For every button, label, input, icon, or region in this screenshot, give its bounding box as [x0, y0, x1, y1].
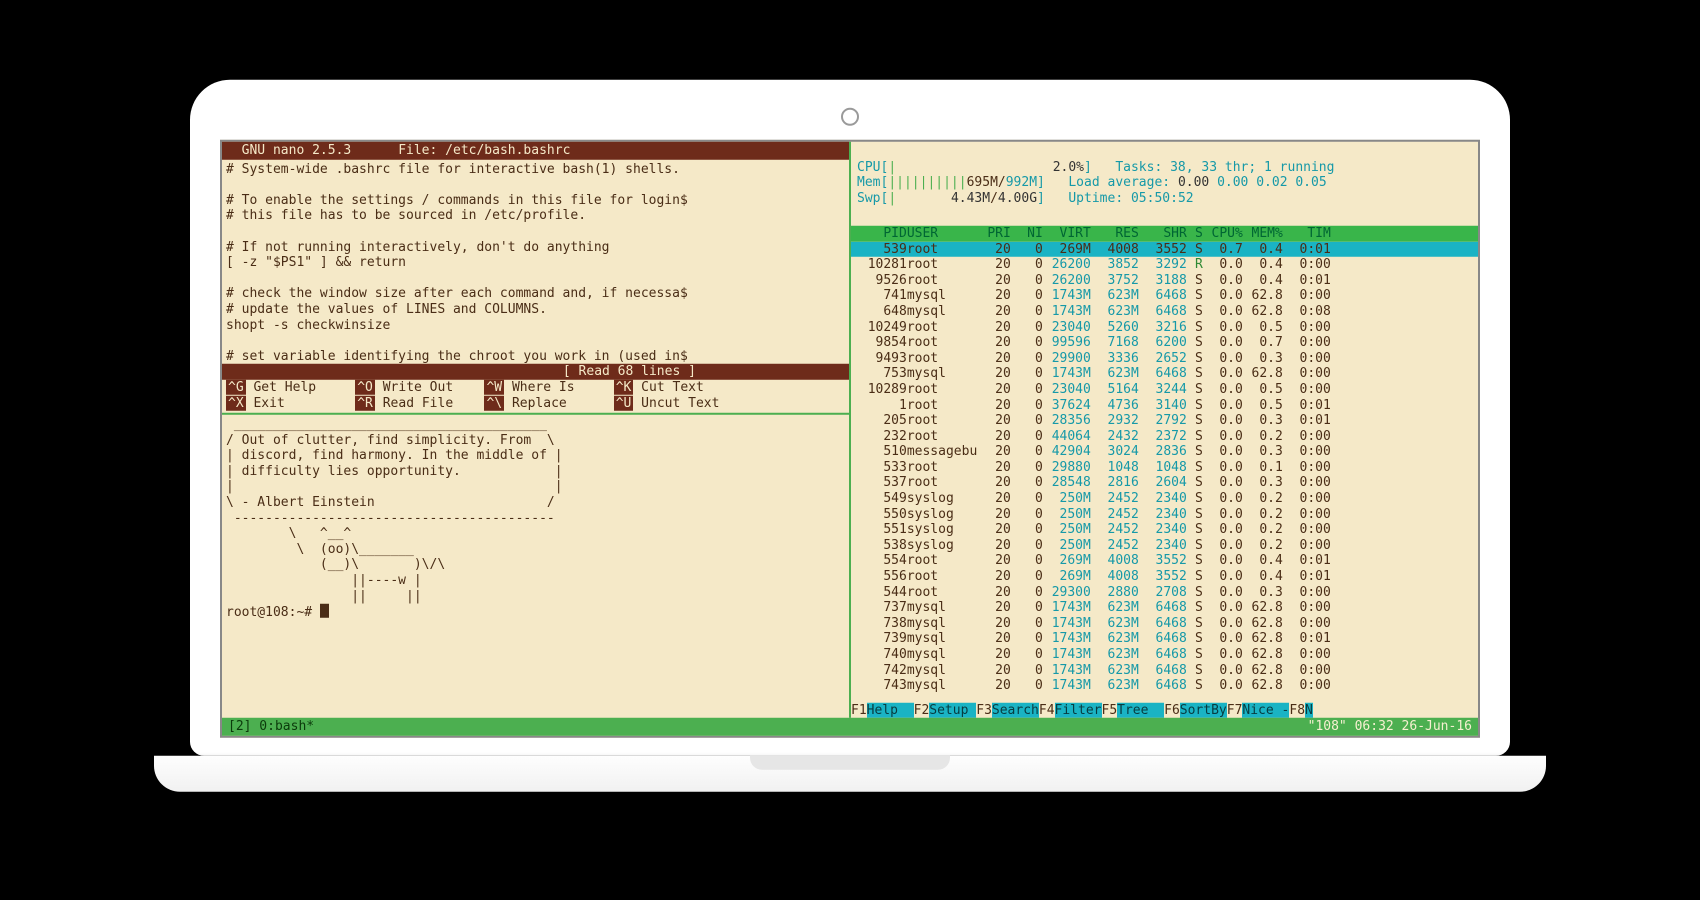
fkey-label[interactable]: Nice -: [1242, 703, 1289, 718]
process-row[interactable]: 10249root2002304052603216S0.00.50:00: [851, 319, 1478, 335]
cursor-icon: [320, 604, 329, 618]
process-row[interactable]: 232root2004406424322372S0.00.20:00: [851, 428, 1478, 444]
fkey-label[interactable]: SortBy: [1180, 703, 1227, 718]
process-row[interactable]: 753mysql2001743M623M6468S0.062.80:00: [851, 366, 1478, 382]
cowsay-output: ________________________________________…: [226, 417, 563, 604]
nano-shortcut[interactable]: ^R: [355, 395, 375, 410]
process-row[interactable]: 9493root2002990033362652S0.00.30:00: [851, 350, 1478, 366]
process-row[interactable]: 539root200269M40083552S0.70.40:01: [851, 241, 1478, 257]
htop-function-keys[interactable]: F1Help F2Setup F3SearchF4FilterF5Tree F6…: [851, 703, 1478, 719]
process-row[interactable]: 550syslog200250M24522340S0.00.20:00: [851, 506, 1478, 522]
fkey-label[interactable]: Filter: [1055, 703, 1102, 718]
nano-titlebar: GNU nano 2.5.3 File: /etc/bash.bashrc: [222, 142, 849, 160]
nano-shortcut[interactable]: ^U: [614, 395, 634, 410]
tmux-status-right: "108" 06:32 26-Jun-16: [1308, 719, 1472, 735]
htop-header-row[interactable]: PIDUSERPRINIVIRTRESSHRSCPU%MEM%TIM: [851, 226, 1478, 242]
fkey[interactable]: F2: [914, 703, 930, 718]
nano-shortcut[interactable]: ^O: [355, 380, 375, 395]
process-row[interactable]: 544root2002930028802708S0.00.30:00: [851, 584, 1478, 600]
nano-shortcut[interactable]: ^W: [484, 380, 504, 395]
htop-process-list[interactable]: 539root200269M40083552S0.70.40:01 10281r…: [851, 241, 1478, 702]
process-row[interactable]: 549syslog200250M24522340S0.00.20:00: [851, 491, 1478, 507]
process-row[interactable]: 10289root2002304051643244S0.00.50:00: [851, 382, 1478, 398]
fkey-label[interactable]: Help: [867, 703, 914, 718]
terminal-screen: GNU nano 2.5.3 File: /etc/bash.bashrc # …: [220, 140, 1480, 738]
fkey-label[interactable]: Setup: [929, 703, 976, 718]
fkey[interactable]: F3: [976, 703, 992, 718]
process-row[interactable]: 533root2002988010481048S0.00.10:00: [851, 460, 1478, 476]
process-row[interactable]: 510messagebu2004290430242836S0.00.30:00: [851, 444, 1478, 460]
process-row[interactable]: 741mysql2001743M623M6468S0.062.80:00: [851, 288, 1478, 304]
process-row[interactable]: 554root200269M40083552S0.00.40:01: [851, 553, 1478, 569]
nano-shortcut[interactable]: ^\: [484, 395, 504, 410]
trackpad-notch-icon: [750, 756, 950, 770]
process-row[interactable]: 742mysql2001743M623M6468S0.062.80:00: [851, 662, 1478, 678]
process-row[interactable]: 9854root2009959671686200S0.00.70:00: [851, 335, 1478, 351]
htop-meters: CPU[| 2.0%] Tasks: 38, 33 thr; 1 running…: [851, 142, 1478, 226]
laptop-base: [154, 756, 1546, 792]
fkey[interactable]: F7: [1227, 703, 1243, 718]
nano-buffer[interactable]: # System-wide .bashrc file for interacti…: [222, 159, 849, 364]
fkey-label[interactable]: Tree: [1117, 703, 1164, 718]
nano-shortcut[interactable]: ^X: [226, 395, 246, 410]
fkey-label[interactable]: Search: [992, 703, 1039, 718]
process-row[interactable]: 10281root2002620038523292R0.00.40:00: [851, 257, 1478, 273]
laptop-frame: GNU nano 2.5.3 File: /etc/bash.bashrc # …: [190, 80, 1510, 792]
process-row[interactable]: 740mysql2001743M623M6468S0.062.80:00: [851, 647, 1478, 663]
process-row[interactable]: 648mysql2001743M623M6468S0.062.80:08: [851, 304, 1478, 320]
process-row[interactable]: 1root2003762447363140S0.00.50:01: [851, 397, 1478, 413]
process-row[interactable]: 551syslog200250M24522340S0.00.20:00: [851, 522, 1478, 538]
nano-shortcut[interactable]: ^G: [226, 380, 246, 395]
shell-prompt: root@108:~#: [226, 605, 320, 620]
nano-shortcut-bar: ^G Get Help ^O Write Out ^W Where Is ^K …: [222, 380, 849, 413]
fkey[interactable]: F5: [1102, 703, 1118, 718]
camera-icon: [841, 108, 859, 126]
nano-status: [ Read 68 lines ]: [222, 364, 849, 380]
process-row[interactable]: 205root2002835629322792S0.00.30:01: [851, 413, 1478, 429]
tmux-left-pane: GNU nano 2.5.3 File: /etc/bash.bashrc # …: [222, 142, 851, 718]
process-row[interactable]: 737mysql2001743M623M6468S0.062.80:00: [851, 600, 1478, 616]
process-row[interactable]: 9526root2002620037523188S0.00.40:01: [851, 273, 1478, 289]
tmux-status-left: [2] 0:bash*: [228, 719, 314, 735]
process-row[interactable]: 739mysql2001743M623M6468S0.062.80:01: [851, 631, 1478, 647]
process-row[interactable]: 738mysql2001743M623M6468S0.062.80:00: [851, 616, 1478, 632]
process-row[interactable]: 556root200269M40083552S0.00.40:01: [851, 569, 1478, 585]
tmux-right-pane: CPU[| 2.0%] Tasks: 38, 33 thr; 1 running…: [851, 142, 1478, 718]
fkey[interactable]: F4: [1039, 703, 1055, 718]
fkey[interactable]: F1: [851, 703, 867, 718]
process-row[interactable]: 743mysql2001743M623M6468S0.062.80:00: [851, 678, 1478, 694]
fkey[interactable]: F8: [1289, 703, 1305, 718]
process-row[interactable]: 538syslog200250M24522340S0.00.20:00: [851, 538, 1478, 554]
tmux-status-bar: [2] 0:bash* "108" 06:32 26-Jun-16: [222, 718, 1478, 736]
nano-shortcut[interactable]: ^K: [614, 380, 634, 395]
fkey-label[interactable]: N: [1305, 703, 1313, 718]
fkey[interactable]: F6: [1164, 703, 1180, 718]
shell-pane[interactable]: ________________________________________…: [222, 415, 849, 718]
process-row[interactable]: 537root2002854828162604S0.00.30:00: [851, 475, 1478, 491]
